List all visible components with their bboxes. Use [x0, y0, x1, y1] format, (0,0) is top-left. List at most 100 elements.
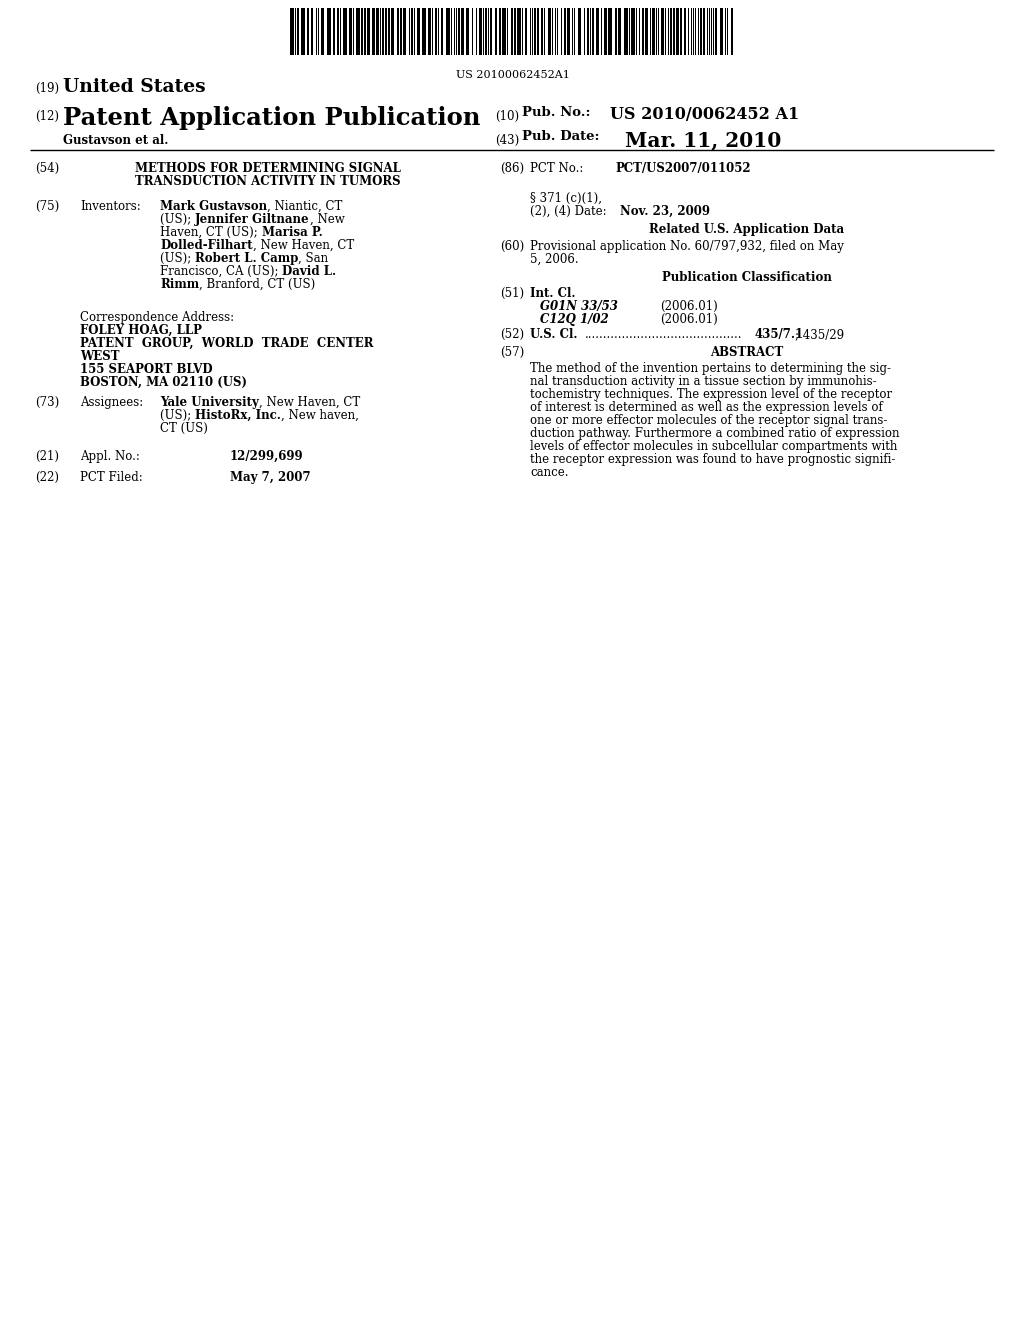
- Bar: [624, 8, 628, 55]
- Text: WEST: WEST: [80, 350, 120, 363]
- Bar: [333, 8, 335, 55]
- Text: duction pathway. Furthermore a combined ratio of expression: duction pathway. Furthermore a combined …: [530, 426, 899, 440]
- Bar: [537, 8, 539, 55]
- Bar: [435, 8, 437, 55]
- Text: May 7, 2007: May 7, 2007: [230, 471, 310, 484]
- Bar: [652, 8, 655, 55]
- Bar: [311, 8, 313, 55]
- Text: Dolled-Filhart: Dolled-Filhart: [160, 239, 253, 252]
- Bar: [578, 8, 581, 55]
- Text: Jennifer Giltnane: Jennifer Giltnane: [195, 213, 309, 226]
- Bar: [703, 8, 705, 55]
- Text: (54): (54): [35, 162, 59, 176]
- Text: Pub. Date:: Pub. Date:: [522, 129, 599, 143]
- Text: (US);: (US);: [160, 409, 195, 422]
- Text: (52): (52): [500, 327, 524, 341]
- Bar: [301, 8, 305, 55]
- Text: PCT/US2007/011052: PCT/US2007/011052: [615, 162, 751, 176]
- Bar: [388, 8, 390, 55]
- Bar: [684, 8, 686, 55]
- Text: (2006.01): (2006.01): [660, 300, 718, 313]
- Text: Marisa P.: Marisa P.: [261, 226, 323, 239]
- Bar: [596, 8, 599, 55]
- Bar: [731, 8, 733, 55]
- Text: (73): (73): [35, 396, 59, 409]
- Bar: [564, 8, 566, 55]
- Bar: [715, 8, 717, 55]
- Bar: [495, 8, 497, 55]
- Text: Nov. 23, 2009: Nov. 23, 2009: [620, 205, 710, 218]
- Text: Correspondence Address:: Correspondence Address:: [80, 312, 234, 323]
- Text: (2), (4) Date:: (2), (4) Date:: [530, 205, 606, 218]
- Text: , New haven,: , New haven,: [281, 409, 358, 422]
- Text: , Niantic, CT: , Niantic, CT: [267, 201, 342, 213]
- Text: Publication Classification: Publication Classification: [663, 271, 831, 284]
- Text: 155 SEAPORT BLVD: 155 SEAPORT BLVD: [80, 363, 213, 376]
- Bar: [517, 8, 521, 55]
- Text: tochemistry techniques. The expression level of the receptor: tochemistry techniques. The expression l…: [530, 388, 892, 401]
- Text: (2006.01): (2006.01): [660, 313, 718, 326]
- Text: TRANSDUCTION ACTIVITY IN TUMORS: TRANSDUCTION ACTIVITY IN TUMORS: [135, 176, 400, 187]
- Text: U.S. Cl.: U.S. Cl.: [530, 327, 578, 341]
- Bar: [297, 8, 299, 55]
- Bar: [367, 8, 370, 55]
- Text: (US);: (US);: [160, 213, 195, 226]
- Bar: [411, 8, 413, 55]
- Bar: [372, 8, 375, 55]
- Text: ABSTRACT: ABSTRACT: [711, 346, 783, 359]
- Text: Provisional application No. 60/797,932, filed on May: Provisional application No. 60/797,932, …: [530, 240, 844, 253]
- Text: The method of the invention pertains to determining the sig-: The method of the invention pertains to …: [530, 362, 891, 375]
- Bar: [631, 8, 635, 55]
- Bar: [466, 8, 469, 55]
- Bar: [618, 8, 621, 55]
- Text: of interest is determined as well as the expression levels of: of interest is determined as well as the…: [530, 401, 883, 414]
- Bar: [615, 8, 617, 55]
- Text: 12/299,699: 12/299,699: [230, 450, 304, 463]
- Text: Francisco, CA (US);: Francisco, CA (US);: [160, 265, 283, 279]
- Bar: [382, 8, 384, 55]
- Bar: [403, 8, 406, 55]
- Bar: [485, 8, 487, 55]
- Text: 5, 2006.: 5, 2006.: [530, 253, 579, 267]
- Text: (51): (51): [500, 286, 524, 300]
- Bar: [349, 8, 352, 55]
- Bar: [525, 8, 527, 55]
- Bar: [441, 8, 443, 55]
- Text: Assignees:: Assignees:: [80, 396, 143, 409]
- Bar: [567, 8, 570, 55]
- Text: (19): (19): [35, 82, 59, 95]
- Bar: [700, 8, 702, 55]
- Text: (75): (75): [35, 201, 59, 213]
- Text: ; 435/29: ; 435/29: [795, 327, 844, 341]
- Text: the receptor expression was found to have prognostic signifi-: the receptor expression was found to hav…: [530, 453, 895, 466]
- Text: CT (US): CT (US): [160, 422, 208, 436]
- Bar: [662, 8, 664, 55]
- Text: , San: , San: [298, 252, 329, 265]
- Text: , New Haven, CT: , New Haven, CT: [253, 239, 354, 252]
- Bar: [428, 8, 431, 55]
- Text: Patent Application Publication: Patent Application Publication: [63, 106, 480, 129]
- Text: § 371 (c)(1),: § 371 (c)(1),: [530, 191, 602, 205]
- Text: nal transduction activity in a tissue section by immunohis-: nal transduction activity in a tissue se…: [530, 375, 877, 388]
- Bar: [592, 8, 594, 55]
- Bar: [670, 8, 672, 55]
- Bar: [356, 8, 360, 55]
- Text: United States: United States: [63, 78, 206, 96]
- Text: Mark Gustavson: Mark Gustavson: [160, 201, 267, 213]
- Bar: [461, 8, 464, 55]
- Text: , Branford, CT (US): , Branford, CT (US): [199, 279, 315, 290]
- Bar: [676, 8, 679, 55]
- Bar: [400, 8, 402, 55]
- Text: PCT Filed:: PCT Filed:: [80, 471, 142, 484]
- Bar: [391, 8, 394, 55]
- Text: PCT No.:: PCT No.:: [530, 162, 584, 176]
- Bar: [361, 8, 362, 55]
- Bar: [499, 8, 501, 55]
- Bar: [327, 8, 331, 55]
- Text: Related U.S. Application Data: Related U.S. Application Data: [649, 223, 845, 236]
- Bar: [364, 8, 366, 55]
- Bar: [608, 8, 612, 55]
- Bar: [673, 8, 675, 55]
- Text: Rimm: Rimm: [160, 279, 199, 290]
- Text: G01N 33/53: G01N 33/53: [540, 300, 617, 313]
